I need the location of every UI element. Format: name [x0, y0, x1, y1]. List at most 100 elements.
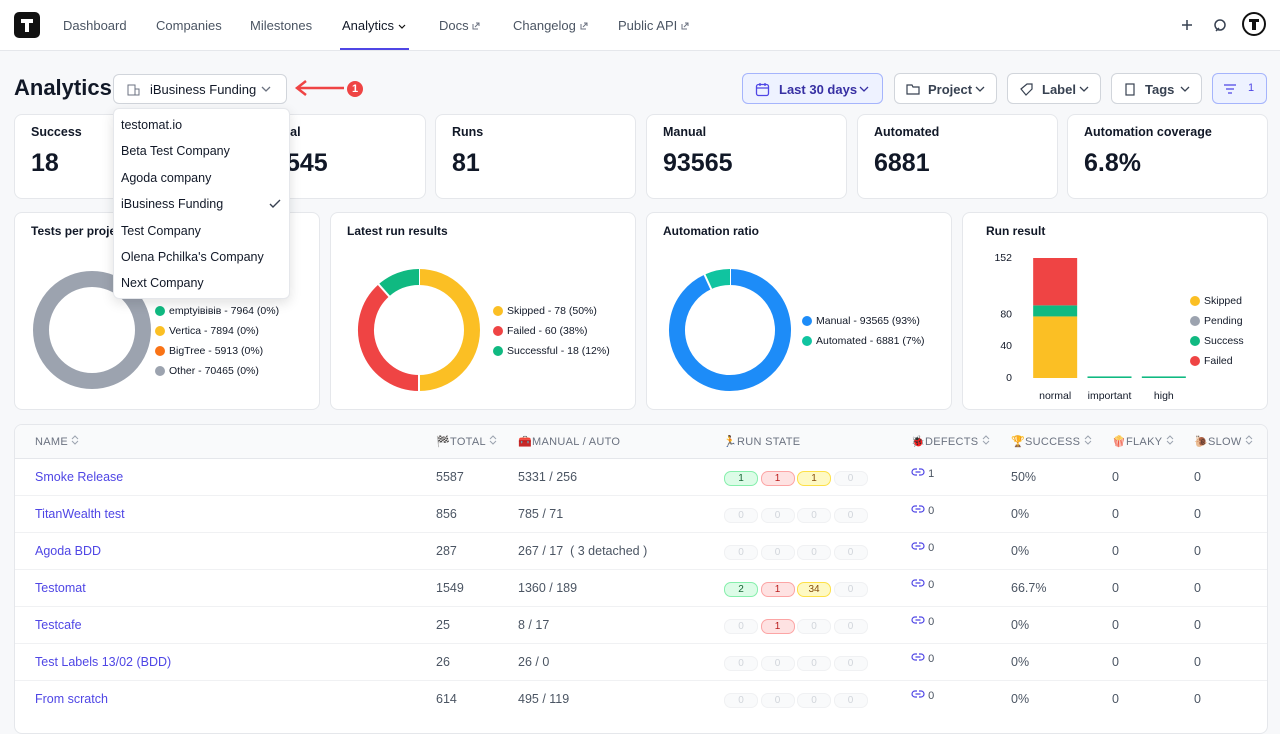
total: 5587: [436, 470, 464, 484]
nav-item[interactable]: Dashboard: [63, 18, 127, 33]
flaky: 0: [1112, 618, 1119, 632]
date-filter[interactable]: Last 30 days: [742, 73, 883, 104]
sort-icon: [71, 435, 79, 445]
column-header[interactable]: 🏁TOTAL: [436, 435, 497, 448]
bar-segment: [1033, 316, 1078, 378]
nav-item[interactable]: Public API: [618, 18, 689, 33]
dropdown-item[interactable]: Agoda company: [121, 170, 212, 185]
stat-value: 81: [452, 149, 480, 177]
tag-icon: [1020, 83, 1033, 96]
tags-icon: [1125, 83, 1135, 96]
column-header[interactable]: 🏃RUN STATE: [723, 436, 801, 448]
logo[interactable]: [14, 12, 40, 38]
project-link[interactable]: Smoke Release: [35, 470, 124, 484]
widget-card: Run result 0 40 80 152 normal important high Ski…: [962, 212, 1268, 410]
nav-item[interactable]: Companies: [156, 18, 222, 33]
nav-item[interactable]: Docs: [439, 18, 480, 33]
success: 0%: [1011, 655, 1030, 669]
project-filter[interactable]: Project: [894, 73, 997, 104]
dropdown-item[interactable]: testomat.io: [121, 118, 183, 132]
legend-dot: [155, 346, 165, 356]
run-state-badge: 1: [760, 471, 795, 486]
link-icon: [911, 690, 925, 698]
stat-label: Success: [31, 125, 82, 139]
legend-dot: [493, 346, 503, 356]
column-header[interactable]: 🐌SLOW: [1194, 435, 1253, 448]
link-icon: [911, 579, 925, 587]
stat-card: Automated 6881: [857, 114, 1058, 199]
nav-item[interactable]: Changelog: [513, 18, 588, 33]
table: NAME 🏁TOTAL 🧰MANUAL / AUTO 🏃RUN STATE 🐞DEF…: [14, 424, 1268, 734]
company-select[interactable]: iBusiness Funding: [113, 74, 287, 104]
run-state-badge: 0: [833, 508, 868, 523]
avatar[interactable]: [1242, 12, 1266, 36]
project-link[interactable]: Agoda BDD: [35, 544, 102, 558]
dropdown-item[interactable]: Olena Pchilka's Company: [121, 250, 264, 264]
donut-segment: [669, 269, 791, 391]
tags-filter[interactable]: Tags: [1111, 73, 1202, 104]
top-nav: Dashboard Companies Milestones Analytics Do…: [0, 0, 1280, 51]
x-tick-label: normal: [1039, 390, 1071, 402]
total: 287: [436, 544, 457, 558]
project-link[interactable]: Testcafe: [35, 618, 82, 632]
project-link[interactable]: TitanWealth test: [35, 507, 125, 521]
external-icon: [681, 22, 689, 30]
manual-auto: 26 / 0: [518, 655, 550, 669]
flaky: 0: [1112, 507, 1119, 521]
nav-item[interactable]: Analytics: [342, 18, 406, 33]
flaky: 0: [1112, 544, 1119, 558]
widget-chart: Manual - 93565 (93%) Automated - 6881 (7%…: [669, 268, 925, 391]
dropdown-item[interactable]: Beta Test Company: [121, 144, 230, 159]
dropdown-item[interactable]: Next Company: [121, 276, 204, 291]
sort-icon: [982, 435, 990, 445]
defects-count: 1: [928, 468, 935, 480]
stat-value: 93565: [663, 149, 733, 177]
link-icon: [911, 542, 925, 550]
column-header[interactable]: 🏆SUCCESS: [1011, 435, 1092, 448]
building-icon: [127, 84, 140, 96]
y-tick-label: 80: [1000, 309, 1012, 321]
avatar-icon: [1249, 19, 1259, 30]
filter-button[interactable]: 1: [1212, 73, 1267, 104]
label-filter[interactable]: Label: [1007, 73, 1101, 104]
row-divider: [15, 680, 1267, 681]
success: 66.7%: [1011, 581, 1047, 595]
external-icon: [580, 22, 588, 30]
manual-auto: 8 / 17: [518, 618, 550, 632]
project-link[interactable]: Testomat: [35, 581, 86, 595]
column-header[interactable]: NAME: [35, 435, 79, 448]
total: 614: [436, 692, 457, 706]
column-header[interactable]: 🍿FLAKY: [1112, 435, 1174, 448]
project-link[interactable]: Test Labels 13/02 (BDD): [35, 655, 172, 669]
dropdown-item[interactable]: Test Company: [121, 223, 201, 238]
run-state-badge: 0: [724, 656, 758, 671]
y-tick-label: 0: [1006, 372, 1012, 384]
column-header[interactable]: 🧰MANUAL / AUTO: [518, 436, 621, 448]
row-divider: [15, 606, 1267, 607]
sort-icon: [489, 435, 497, 445]
add-button[interactable]: [1180, 18, 1194, 32]
legend-dot: [155, 306, 165, 316]
company-name: iBusiness Funding: [150, 82, 257, 97]
project-label: Project: [928, 82, 973, 97]
nav-item[interactable]: Milestones: [250, 18, 313, 33]
dropdown-item[interactable]: iBusiness Funding: [121, 197, 224, 212]
row-divider: [15, 495, 1267, 496]
run-state-badge: 0: [724, 545, 758, 560]
total: 1549: [436, 581, 464, 595]
manual-auto: 495 / 119: [518, 692, 570, 706]
chevron: [1180, 86, 1190, 92]
x-tick-label: important: [1088, 390, 1132, 402]
column-header[interactable]: 🐞DEFECTS: [911, 435, 990, 448]
project-link[interactable]: From scratch: [35, 692, 108, 706]
legend-label: Pending: [1204, 315, 1243, 327]
link-icon: [911, 653, 925, 661]
sort-icon: [1166, 435, 1173, 445]
run-state-badge: 0: [760, 693, 795, 708]
help-icon[interactable]: [1212, 17, 1228, 33]
stat-card: Manual 93565: [646, 114, 847, 199]
calendar-icon: [755, 83, 770, 97]
run-state-badge: 0: [833, 545, 868, 560]
widget-card: Latest run results Skipped - 78 (50%) Fail…: [330, 212, 636, 410]
widget-title: Latest run results: [347, 224, 448, 238]
